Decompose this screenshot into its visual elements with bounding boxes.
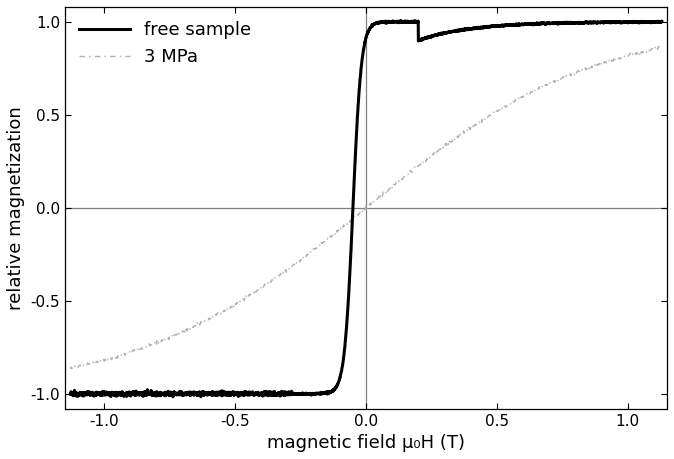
Y-axis label: relative magnetization: relative magnetization: [7, 106, 25, 310]
3 MPa: [390, 182, 398, 187]
X-axis label: magnetic field μ₀H (T): magnetic field μ₀H (T): [267, 434, 465, 452]
3 MPa: [145, 341, 153, 347]
3 MPa: [66, 365, 74, 370]
3 MPa: [266, 279, 274, 284]
3 MPa: [655, 44, 663, 49]
free sample: [293, 391, 301, 396]
free sample: [169, 394, 177, 400]
3 MPa: [166, 336, 175, 341]
3 MPa: [67, 366, 75, 371]
Line: 3 MPa: 3 MPa: [70, 46, 662, 369]
free sample: [168, 392, 177, 398]
Legend: free sample, 3 MPa: free sample, 3 MPa: [74, 16, 257, 72]
Line: free sample: free sample: [70, 21, 662, 397]
3 MPa: [377, 194, 386, 199]
free sample: [133, 392, 142, 397]
free sample: [410, 18, 418, 23]
free sample: [658, 19, 666, 24]
free sample: [646, 20, 654, 26]
free sample: [319, 391, 327, 396]
free sample: [583, 20, 591, 26]
free sample: [66, 391, 74, 397]
3 MPa: [658, 45, 666, 50]
3 MPa: [324, 236, 332, 242]
